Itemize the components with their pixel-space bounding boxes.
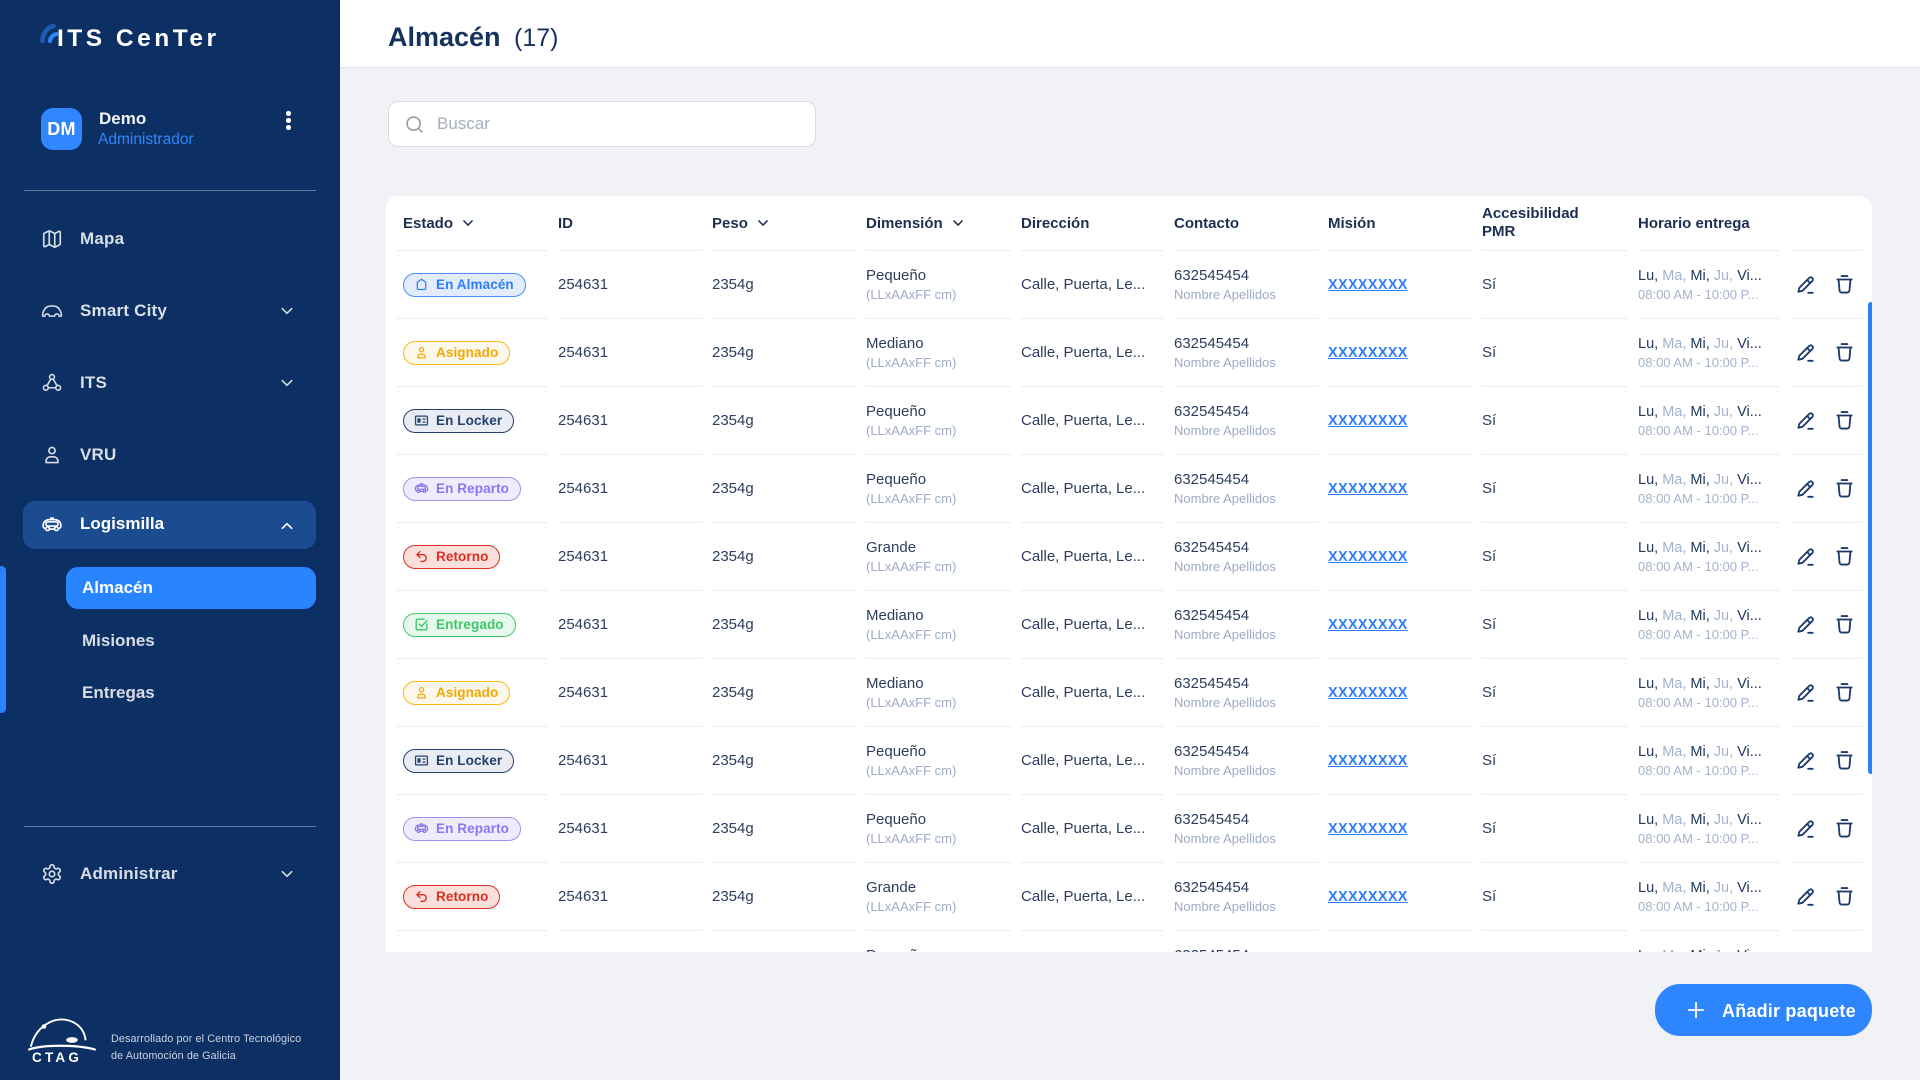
- svg-text:CTAG: CTAG: [32, 1050, 82, 1063]
- svg-text:ITS CenTer: ITS CenTer: [57, 25, 220, 52]
